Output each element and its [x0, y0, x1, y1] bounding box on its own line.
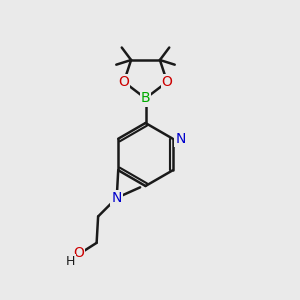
Text: O: O [162, 75, 172, 89]
Text: B: B [141, 92, 150, 105]
Text: N: N [112, 191, 122, 205]
Text: N: N [175, 132, 186, 146]
Text: O: O [73, 246, 84, 260]
Text: H: H [66, 255, 75, 268]
Text: O: O [118, 75, 129, 89]
